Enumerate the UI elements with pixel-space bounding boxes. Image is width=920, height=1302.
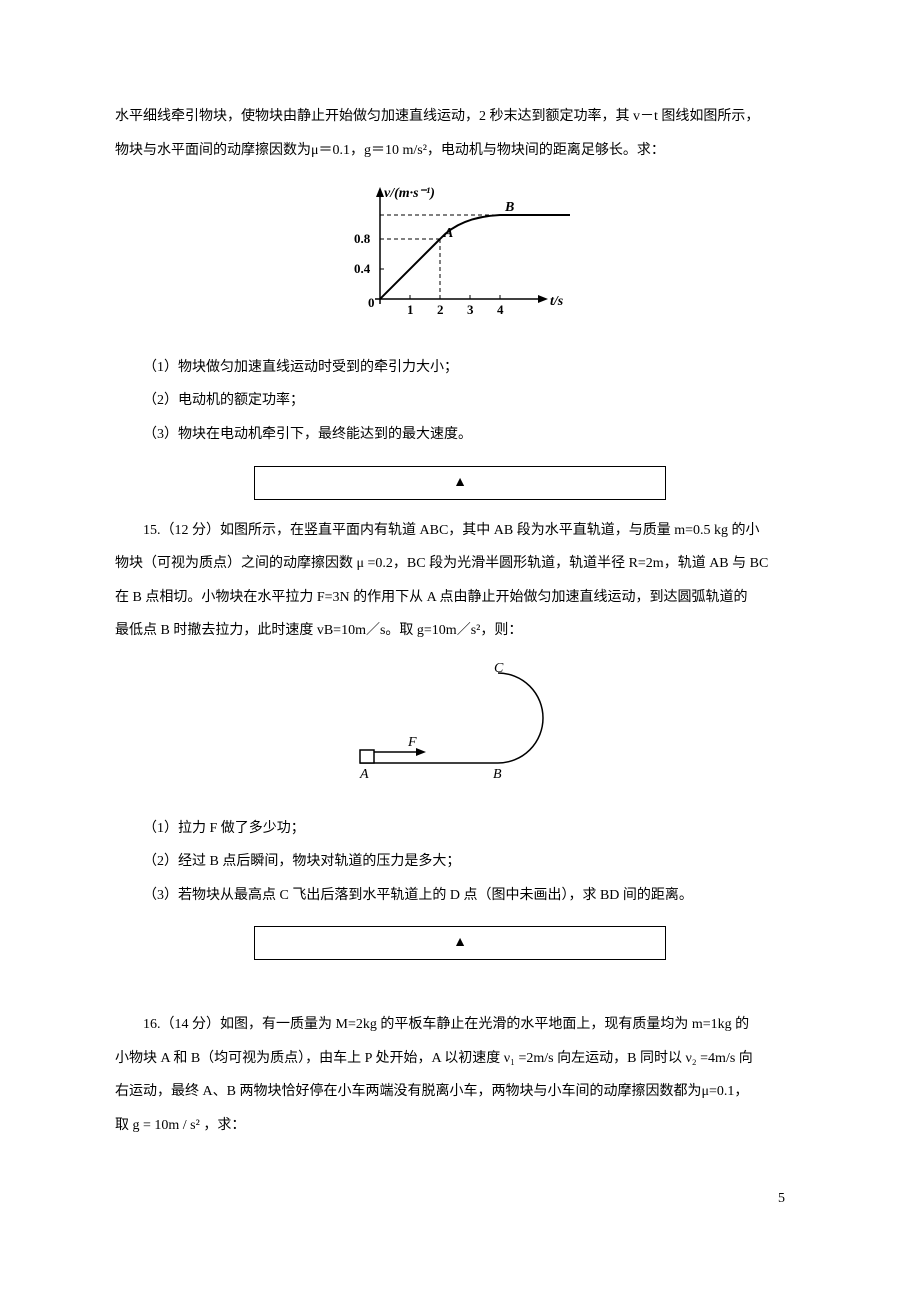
label-C: C xyxy=(494,661,504,676)
vt-curve xyxy=(380,215,570,299)
x-tick-4: 4 xyxy=(497,302,504,317)
track-diagram: F A B C xyxy=(330,658,590,788)
vt-chart: v/(m·s⁻¹) t/s 0 0.4 0.8 1 2 3 4 A B xyxy=(340,179,580,329)
track-diagram-container: F A B C xyxy=(115,658,805,802)
p14-question-list: （1）物块做匀加速直线运动时受到的牵引力大小； （2）电动机的额定功率； （3）… xyxy=(115,351,805,452)
p14-intro-line2: 物块与水平面间的动摩擦因数为μ＝0.1，g＝10 m/s²，电动机与物块间的距离… xyxy=(115,134,805,168)
label-B: B xyxy=(493,767,502,782)
p15-intro-line2: 物块（可视为质点）之间的动摩擦因数 μ =0.2，BC 段为光滑半圆形轨道，轨道… xyxy=(115,547,805,581)
p14-answer-box: ▲ xyxy=(254,466,666,500)
p15-q2: （2）经过 B 点后瞬间，物块对轨道的压力是多大； xyxy=(115,845,805,879)
p15-question-list: （1）拉力 F 做了多少功； （2）经过 B 点后瞬间，物块对轨道的压力是多大；… xyxy=(115,812,805,913)
x-tick-3: 3 xyxy=(467,302,474,317)
point-B-label: B xyxy=(504,200,514,215)
p14-intro-line1: 水平细线牵引物块，使物块由静止开始做匀加速直线运动，2 秒末达到额定功率，其 v… xyxy=(115,100,805,134)
p16-intro-line3: 右运动，最终 A、B 两物块恰好停在小车两端没有脱离小车，两物块与小车间的动摩擦… xyxy=(115,1075,805,1109)
p15-q1: （1）拉力 F 做了多少功； xyxy=(115,812,805,846)
block-icon xyxy=(360,750,374,763)
p15-answer-box: ▲ xyxy=(254,926,666,960)
p16-intro-line4: 取 g = 10m / s² ，求： xyxy=(115,1109,805,1143)
y-tick-04: 0.4 xyxy=(354,261,371,276)
track-BC-arc xyxy=(498,673,543,763)
p14-answer-box-wrap: ▲ xyxy=(115,466,805,500)
p14-q3: （3）物块在电动机牵引下，最终能达到的最大速度。 xyxy=(115,418,805,452)
p14-q2: （2）电动机的额定功率； xyxy=(115,384,805,418)
x-tick-2: 2 xyxy=(437,302,444,317)
y-tick-08: 0.8 xyxy=(354,231,371,246)
x-axis-label: t/s xyxy=(550,294,564,309)
vt-chart-container: v/(m·s⁻¹) t/s 0 0.4 0.8 1 2 3 4 A B xyxy=(115,179,805,343)
y-tick-0: 0 xyxy=(368,295,375,310)
p15-q3: （3）若物块从最高点 C 飞出后落到水平轨道上的 D 点（图中未画出），求 BD… xyxy=(115,879,805,913)
point-A-label: A xyxy=(443,226,453,241)
p15-intro-line4: 最低点 B 时撤去拉力，此时速度 vB=10m／s。取 g=10m／s²，则： xyxy=(115,614,805,648)
p15-intro-line1: 15.（12 分）如图所示，在竖直平面内有轨道 ABC，其中 AB 段为水平直轨… xyxy=(115,514,805,548)
p14-q1: （1）物块做匀加速直线运动时受到的牵引力大小； xyxy=(115,351,805,385)
p15-intro-line3: 在 B 点相切。小物块在水平拉力 F=3N 的作用下从 A 点由静止开始做匀加速… xyxy=(115,581,805,615)
x-tick-1: 1 xyxy=(407,302,414,317)
p16-intro-line1: 16.（14 分）如图，有一质量为 M=2kg 的平板车静止在光滑的水平地面上，… xyxy=(115,1008,805,1042)
p15-answer-box-wrap: ▲ xyxy=(115,926,805,960)
p16-intro-line2: 小物块 A 和 B（均可视为质点），由车上 P 处开始，A 以初速度 ν₁ =2… xyxy=(115,1042,805,1076)
x-axis-arrow xyxy=(538,295,548,303)
label-A: A xyxy=(359,767,369,782)
page-number: 5 xyxy=(115,1182,805,1216)
y-axis-label: v/(m·s⁻¹) xyxy=(384,186,435,201)
force-label: F xyxy=(407,735,417,750)
force-arrow-head xyxy=(416,748,426,756)
y-axis-arrow xyxy=(376,187,384,197)
